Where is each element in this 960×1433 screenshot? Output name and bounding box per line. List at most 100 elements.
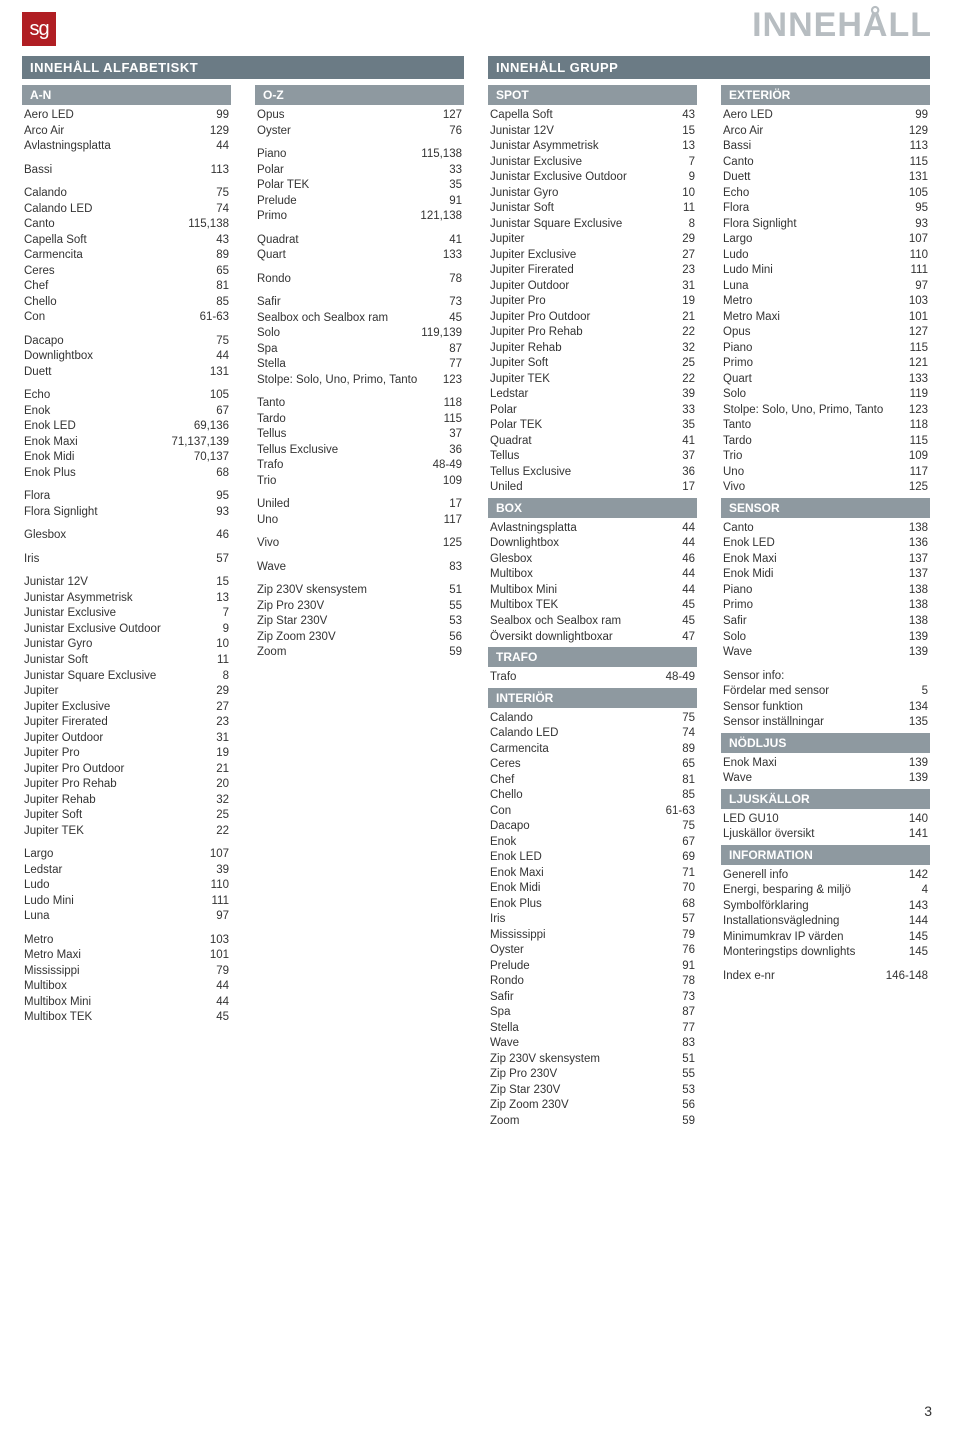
item-page: 139 xyxy=(909,756,928,772)
item-page: 57 xyxy=(216,552,229,568)
list-item: Junistar 12V15 xyxy=(22,575,231,591)
exterior-label: EXTERIÖR xyxy=(721,85,930,105)
item-label: Zip 230V skensystem xyxy=(490,1052,682,1068)
list-item: Con61-63 xyxy=(488,804,697,820)
item-label: Wave xyxy=(723,771,909,787)
list-item: Jupiter Pro Outdoor21 xyxy=(22,762,231,778)
item-page: 71 xyxy=(682,866,695,882)
item-label: Canto xyxy=(723,155,910,171)
item-page: 13 xyxy=(682,139,695,155)
item-page: 31 xyxy=(682,279,695,295)
item-page: 81 xyxy=(216,279,229,295)
item-page: 39 xyxy=(682,387,695,403)
item-label: Opus xyxy=(723,325,909,341)
item-label: Junistar Exclusive Outdoor xyxy=(490,170,689,186)
item-page: 45 xyxy=(449,311,462,327)
list-item: Multibox TEK45 xyxy=(488,598,697,614)
item-label: LED GU10 xyxy=(723,812,909,828)
item-label: Sealbox och Sealbox ram xyxy=(257,311,449,327)
item-label: Uniled xyxy=(257,497,449,513)
list-item: LED GU10140 xyxy=(721,812,930,828)
item-label: Oyster xyxy=(490,943,682,959)
list-item: Zip Star 230V53 xyxy=(255,614,464,630)
item-page: 131 xyxy=(909,170,928,186)
list-item: Tellus Exclusive36 xyxy=(488,465,697,481)
item-page: 74 xyxy=(216,202,229,218)
item-page: 33 xyxy=(682,403,695,419)
item-label: Safir xyxy=(257,295,449,311)
item-label: Largo xyxy=(24,847,210,863)
item-label: Ludo xyxy=(723,248,910,264)
item-label: Solo xyxy=(257,326,421,342)
item-label: Polar TEK xyxy=(257,178,449,194)
item-label: Junistar Gyro xyxy=(24,637,216,653)
list-item: Jupiter Rehab32 xyxy=(22,793,231,809)
item-page: 56 xyxy=(682,1098,695,1114)
item-label: Zoom xyxy=(257,645,449,661)
item-label: Metro Maxi xyxy=(24,948,210,964)
list-item: Sealbox och Sealbox ram45 xyxy=(255,311,464,327)
item-page: 131 xyxy=(210,365,229,381)
item-label: Jupiter Firerated xyxy=(490,263,682,279)
list-item: Luna97 xyxy=(22,909,231,925)
list-item: Enok Plus68 xyxy=(488,897,697,913)
item-label: Luna xyxy=(24,909,216,925)
list-item: Ceres65 xyxy=(22,264,231,280)
item-label: Jupiter xyxy=(24,684,216,700)
item-page: 139 xyxy=(909,645,928,661)
item-label: Trio xyxy=(257,474,443,490)
item-label: Minimumkrav IP värden xyxy=(723,930,909,946)
item-label: Iris xyxy=(24,552,216,568)
item-page: 73 xyxy=(682,990,695,1006)
item-label: Stolpe: Solo, Uno, Primo, Tanto xyxy=(257,373,443,389)
item-label: Canto xyxy=(24,217,188,233)
item-label: Sealbox och Sealbox ram xyxy=(490,614,682,630)
item-page: 146-148 xyxy=(886,969,928,985)
item-label: Zoom xyxy=(490,1114,682,1130)
item-label: Ceres xyxy=(490,757,682,773)
item-label: Arco Air xyxy=(723,124,909,140)
list-item: Capella Soft43 xyxy=(22,233,231,249)
list-group: Wave83 xyxy=(255,560,464,576)
item-page: 115 xyxy=(444,412,462,428)
list-item: Junistar Soft11 xyxy=(22,653,231,669)
list-item: Duett131 xyxy=(721,170,930,186)
item-label: Zip Pro 230V xyxy=(257,599,449,615)
list-group: Glesbox46 xyxy=(22,528,231,544)
list-item: Trafo48-49 xyxy=(488,670,697,686)
item-label: Piano xyxy=(723,583,909,599)
item-page: 68 xyxy=(682,897,695,913)
item-page: 41 xyxy=(449,233,462,249)
item-label: Enok xyxy=(24,404,216,420)
item-page: 145 xyxy=(909,945,928,961)
item-label: Junistar Square Exclusive xyxy=(490,217,689,233)
item-page: 53 xyxy=(682,1083,695,1099)
item-label: Tellus xyxy=(490,449,682,465)
list-item: Canto115,138 xyxy=(22,217,231,233)
item-page: 144 xyxy=(909,914,928,930)
item-label: Generell info xyxy=(723,868,909,884)
list-item: Chef81 xyxy=(22,279,231,295)
list-item: Primo121 xyxy=(721,356,930,372)
list-group: Uniled17Uno117 xyxy=(255,497,464,528)
list-item: Jupiter Outdoor31 xyxy=(22,731,231,747)
item-label: Duett xyxy=(723,170,909,186)
item-label: Rondo xyxy=(257,272,449,288)
list-item: Metro103 xyxy=(721,294,930,310)
item-label: Metro Maxi xyxy=(723,310,909,326)
list-item: Dacapo75 xyxy=(22,334,231,350)
item-label: Jupiter Pro Outdoor xyxy=(490,310,682,326)
list-item: Ledstar39 xyxy=(22,863,231,879)
item-page: 89 xyxy=(682,742,695,758)
item-page: 143 xyxy=(909,899,928,915)
item-label: Luna xyxy=(723,279,915,295)
list-item: Calando75 xyxy=(488,711,697,727)
list-group: Vivo125 xyxy=(255,536,464,552)
list-item: Sealbox och Sealbox ram45 xyxy=(488,614,697,630)
list-item: Jupiter Pro Rehab20 xyxy=(22,777,231,793)
item-page: 89 xyxy=(216,248,229,264)
item-page: 61-63 xyxy=(200,310,229,326)
item-label: Multibox TEK xyxy=(24,1010,216,1026)
item-label: Quadrat xyxy=(257,233,449,249)
item-label: Oyster xyxy=(257,124,449,140)
